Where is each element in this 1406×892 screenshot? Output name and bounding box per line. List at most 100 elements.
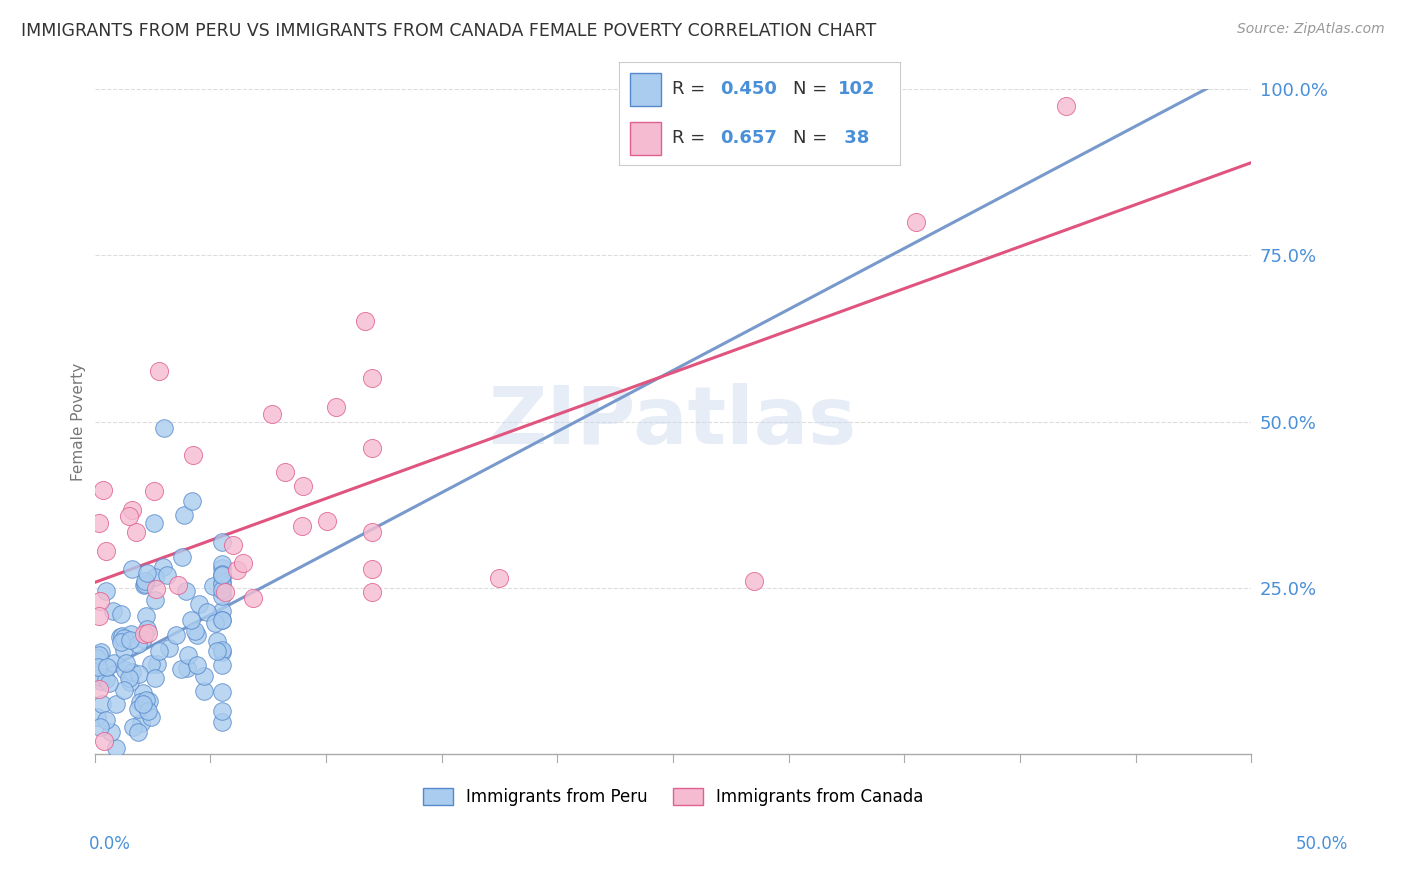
Point: [211, 535, 233, 549]
Point: [132, 686, 155, 700]
Text: Source: ZipAtlas.com: Source: ZipAtlas.com: [1237, 22, 1385, 37]
Point: [211, 603, 233, 617]
Point: [211, 589, 233, 603]
Y-axis label: Female Poverty: Female Poverty: [72, 362, 86, 481]
Point: [232, 557, 254, 571]
Point: [226, 563, 249, 577]
Point: [291, 519, 314, 533]
Point: [105, 697, 128, 711]
Point: [148, 644, 170, 658]
Point: [132, 632, 155, 647]
Point: [183, 624, 205, 638]
Point: [488, 571, 510, 585]
Point: [134, 578, 156, 592]
Point: [142, 483, 165, 498]
Point: [211, 658, 233, 673]
Point: [86, 651, 108, 665]
Point: [204, 615, 226, 630]
Point: [211, 643, 233, 657]
Point: [127, 637, 149, 651]
Point: [180, 613, 202, 627]
Point: [118, 508, 141, 523]
Point: [121, 562, 143, 576]
Point: [176, 648, 198, 662]
Point: [202, 579, 225, 593]
Point: [211, 614, 233, 628]
Point: [122, 720, 145, 734]
Point: [96, 659, 118, 673]
Point: [120, 632, 142, 647]
Point: [211, 704, 233, 718]
Point: [292, 479, 315, 493]
Point: [1054, 98, 1077, 112]
Point: [89, 670, 111, 684]
Point: [143, 570, 166, 584]
Point: [89, 682, 111, 697]
Text: IMMIGRANTS FROM PERU VS IMMIGRANTS FROM CANADA FEMALE POVERTY CORRELATION CHART: IMMIGRANTS FROM PERU VS IMMIGRANTS FROM …: [21, 22, 876, 40]
Point: [89, 609, 111, 624]
Point: [89, 516, 111, 530]
FancyBboxPatch shape: [630, 122, 661, 155]
Point: [136, 626, 159, 640]
Point: [316, 514, 339, 528]
Point: [138, 694, 160, 708]
Point: [211, 582, 233, 597]
Point: [211, 567, 233, 582]
Point: [165, 628, 187, 642]
Point: [114, 632, 136, 646]
Point: [187, 597, 209, 611]
Point: [112, 683, 135, 698]
Point: [183, 448, 205, 462]
Point: [211, 574, 233, 589]
Point: [193, 668, 215, 682]
Point: [205, 644, 228, 658]
Point: [100, 725, 122, 739]
Point: [205, 633, 228, 648]
Text: 0.450: 0.450: [720, 80, 776, 98]
Point: [121, 665, 143, 680]
Point: [134, 577, 156, 591]
Point: [353, 314, 375, 328]
Point: [153, 421, 176, 435]
Point: [91, 697, 114, 711]
Point: [118, 674, 141, 689]
Point: [170, 662, 193, 676]
Point: [211, 561, 233, 575]
Point: [94, 543, 117, 558]
Point: [124, 525, 146, 540]
Point: [135, 566, 157, 581]
Point: [211, 714, 233, 729]
Point: [156, 568, 179, 582]
Point: [214, 585, 236, 599]
Point: [114, 643, 136, 657]
Point: [211, 558, 233, 572]
Legend: Immigrants from Peru, Immigrants from Canada: Immigrants from Peru, Immigrants from Ca…: [416, 780, 929, 813]
Text: R =: R =: [672, 129, 711, 147]
Point: [134, 574, 156, 588]
Text: 102: 102: [838, 80, 876, 98]
Point: [93, 734, 115, 748]
Point: [128, 695, 150, 709]
Point: [131, 697, 153, 711]
Point: [127, 724, 149, 739]
Point: [186, 658, 208, 673]
Point: [135, 609, 157, 624]
Point: [128, 667, 150, 681]
Point: [114, 663, 136, 677]
Point: [211, 685, 233, 699]
Point: [180, 494, 202, 508]
Point: [121, 502, 143, 516]
Point: [111, 629, 134, 643]
Point: [129, 715, 152, 730]
Point: [101, 604, 124, 618]
Text: R =: R =: [672, 80, 711, 98]
Point: [94, 714, 117, 728]
Point: [136, 622, 159, 636]
Point: [89, 594, 111, 608]
Text: 0.0%: 0.0%: [89, 835, 131, 853]
Point: [143, 592, 166, 607]
Point: [174, 583, 197, 598]
Point: [904, 215, 927, 229]
Point: [135, 692, 157, 706]
Point: [115, 656, 138, 670]
